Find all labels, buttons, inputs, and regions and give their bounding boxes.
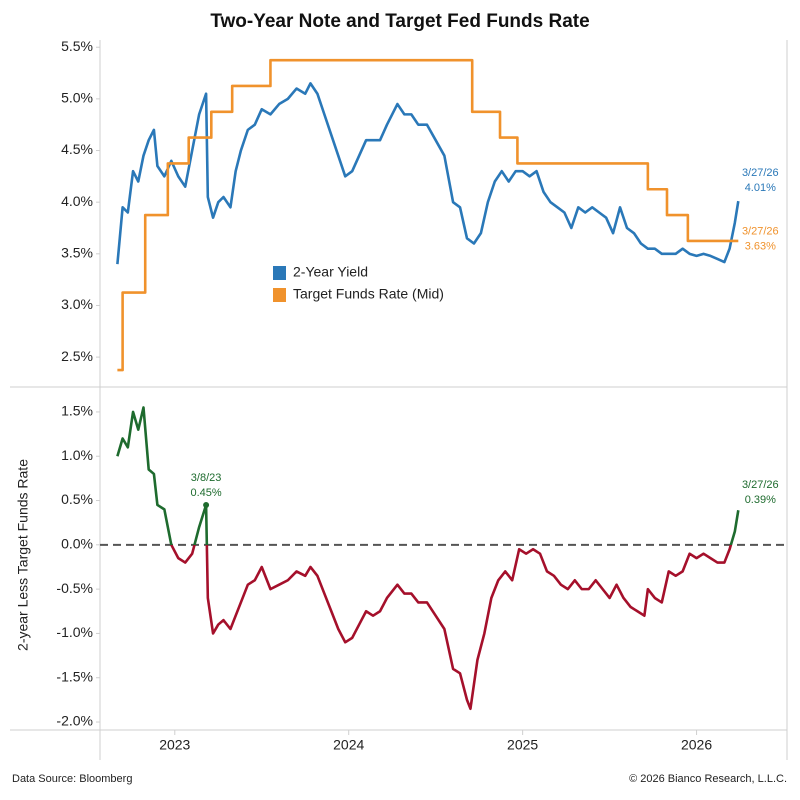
y-tick-label: -1.5% — [56, 668, 93, 684]
y-tick-label: 3.5% — [61, 245, 93, 261]
y-tick-label: 4.5% — [61, 141, 93, 157]
chart-title: Two-Year Note and Target Fed Funds Rate — [210, 11, 589, 32]
x-tick-label: 2024 — [333, 737, 364, 753]
y-tick-label: -2.0% — [56, 713, 93, 729]
legend-label: Target Funds Rate (Mid) — [293, 286, 444, 302]
annotation-date: 3/27/26 — [742, 167, 779, 179]
annotation-dot — [203, 501, 210, 508]
y-tick-label: 1.5% — [61, 403, 93, 419]
y-tick-label: 5.0% — [61, 90, 93, 106]
legend-label: 2-Year Yield — [293, 264, 368, 280]
y-tick-label: 1.0% — [61, 447, 93, 463]
y-tick-label: -0.5% — [56, 580, 93, 596]
y-axis-title: 2-year Less Target Funds Rate — [15, 459, 31, 651]
legend-swatch — [273, 288, 286, 302]
legend-swatch — [273, 266, 286, 280]
y-tick-label: 5.5% — [61, 38, 93, 54]
x-tick-label: 2023 — [159, 737, 190, 753]
y-tick-label: 2.5% — [61, 348, 93, 364]
y-tick-label: 0.0% — [61, 536, 93, 552]
data-line — [116, 406, 740, 711]
x-tick-label: 2026 — [681, 737, 712, 753]
copyright: © 2026 Bianco Research, L.L.C. — [629, 773, 787, 785]
annotation-date: 3/27/26 — [742, 479, 779, 491]
annotation-value: 0.39% — [745, 494, 776, 506]
annotation-date: 3/27/26 — [742, 225, 779, 237]
data-line — [117, 58, 739, 372]
annotation-date: 3/8/23 — [191, 472, 222, 484]
annotation-value: 0.45% — [190, 487, 221, 499]
y-tick-label: 3.0% — [61, 296, 93, 312]
x-tick-label: 2025 — [507, 737, 538, 753]
y-tick-label: -1.0% — [56, 624, 93, 640]
y-tick-label: 4.0% — [61, 193, 93, 209]
source: Data Source: Bloomberg — [12, 773, 132, 785]
y-tick-label: 0.5% — [61, 491, 93, 507]
data-line — [116, 82, 740, 265]
annotation-value: 3.63% — [745, 240, 776, 252]
annotation-value: 4.01% — [745, 182, 776, 194]
